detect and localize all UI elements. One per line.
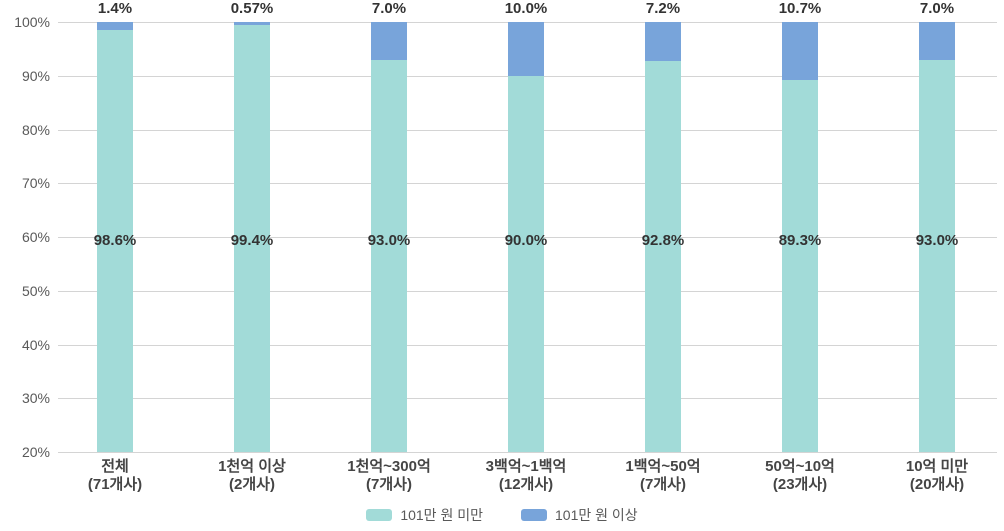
bar-segment-over-101 [645,22,681,61]
y-axis-tick-label: 80% [21,122,50,138]
category-name: 1천억 이상 [218,458,286,475]
data-label-inside-bar: 93.0% [915,232,959,249]
bar-segment-under-101 [508,76,544,452]
data-label-inside-bar: 92.8% [641,232,685,249]
category-count: (7개사) [640,476,686,493]
data-label-above-bar: 10.7% [778,0,822,17]
x-axis-category-label: 10억 미만 (20개사) [869,458,1004,494]
x-axis-category-label: 3백억~1백억 (12개사) [458,458,594,494]
x-axis-category-label: 1천억 이상 (2개사) [184,458,320,494]
bar-segment-under-101 [234,25,270,452]
category-name: 전체 [101,458,129,475]
bar-segment-over-101 [97,22,133,30]
bar-segment-under-101 [645,61,681,452]
bar-segment-under-101 [97,30,133,452]
bar-segment-over-101 [234,22,270,25]
x-axis-category-label: 1천억~300억 (7개사) [321,458,457,494]
legend-label: 101만 원 미만 [400,507,483,523]
category-count: (71개사) [87,476,143,493]
bar-segment-over-101 [919,22,955,60]
legend-swatch-icon [521,509,547,521]
legend-label: 101만 원 이상 [555,507,638,523]
category-name: 1천억~300억 [347,458,431,475]
data-label-above-bar: 0.57% [230,0,274,17]
gridline-20 [58,452,997,453]
data-label-inside-bar: 93.0% [367,232,411,249]
data-label-above-bar: 7.0% [371,0,407,17]
category-name: 10억 미만 [905,458,969,475]
chart-legend: 101만 원 미만 101만 원 이상 [0,505,1004,525]
category-count: (2개사) [229,476,275,493]
legend-item: 101만 원 이상 [521,505,638,525]
bar-segment-under-101 [919,60,955,452]
x-axis-category-label: 전체 (71개사) [47,458,183,494]
category-name: 50억~10억 [765,458,835,475]
category-count: (12개사) [498,476,554,493]
y-axis-tick-label: 100% [14,14,50,30]
category-count: (20개사) [909,476,965,493]
category-count: (23개사) [772,476,828,493]
data-label-above-bar: 7.0% [919,0,955,17]
legend-swatch-icon [366,509,393,521]
bar-segment-over-101 [508,22,544,76]
data-label-inside-bar: 90.0% [504,232,548,249]
x-axis-category-label: 50억~10억 (23개사) [732,458,868,494]
bar-segment-over-101 [782,22,818,80]
data-label-inside-bar: 98.6% [93,232,137,249]
y-axis-tick-label: 60% [21,229,50,245]
y-axis-tick-label: 70% [21,175,50,191]
legend-item: 101만 원 미만 [366,505,483,525]
data-label-above-bar: 10.0% [504,0,548,17]
bar-segment-under-101 [782,80,818,452]
y-axis-tick-label: 50% [21,283,50,299]
x-axis-category-label: 1백억~50억 (7개사) [595,458,731,494]
category-name: 1백억~50억 [625,458,701,475]
y-axis-tick-label: 20% [21,444,50,460]
bar-segment-over-101 [371,22,407,60]
data-label-inside-bar: 99.4% [230,232,274,249]
category-count: (7개사) [366,476,412,493]
bar-segment-under-101 [371,60,407,452]
y-axis-tick-label: 30% [21,390,50,406]
category-name: 3백억~1백억 [485,458,567,475]
data-label-above-bar: 1.4% [97,0,133,17]
data-label-inside-bar: 89.3% [778,232,822,249]
y-axis-tick-label: 40% [21,337,50,353]
y-axis-tick-label: 90% [21,68,50,84]
data-label-above-bar: 7.2% [645,0,681,17]
